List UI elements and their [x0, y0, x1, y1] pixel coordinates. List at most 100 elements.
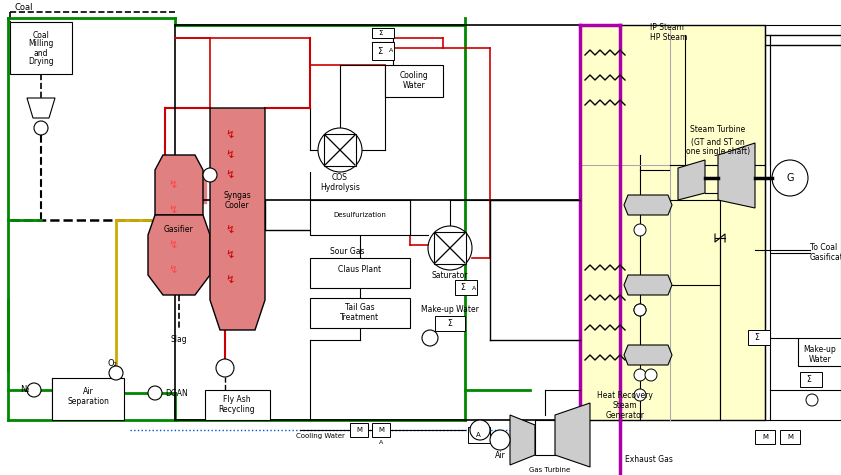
Bar: [372, 423, 390, 437]
Text: IP Steam: IP Steam: [650, 23, 684, 32]
Text: Gasification: Gasification: [810, 254, 841, 263]
Text: To Coal: To Coal: [810, 244, 838, 253]
Text: Σ: Σ: [378, 47, 383, 56]
Circle shape: [634, 224, 646, 236]
Text: A: A: [472, 285, 476, 291]
Bar: [755, 430, 775, 444]
Circle shape: [203, 168, 217, 182]
Bar: [324, 134, 356, 166]
Text: Cooler: Cooler: [225, 200, 249, 209]
Bar: [310, 298, 410, 328]
Text: Treatment: Treatment: [341, 314, 379, 323]
Text: Gas Turbine: Gas Turbine: [529, 467, 571, 473]
Text: Σ: Σ: [807, 376, 812, 384]
Bar: [780, 430, 800, 444]
Text: Fly Ash: Fly Ash: [223, 396, 251, 405]
Text: COS: COS: [332, 173, 348, 182]
Text: Water: Water: [809, 355, 832, 364]
Bar: [580, 25, 765, 420]
Text: M: M: [378, 427, 384, 433]
Text: Make-up: Make-up: [804, 345, 837, 354]
Text: ↯: ↯: [225, 130, 235, 140]
Text: Drying: Drying: [29, 57, 54, 67]
Bar: [10, 22, 72, 74]
Text: M: M: [762, 434, 768, 440]
Polygon shape: [155, 155, 203, 215]
Circle shape: [806, 394, 818, 406]
Text: Claus Plant: Claus Plant: [338, 266, 382, 275]
Bar: [435, 316, 465, 331]
Text: M: M: [356, 427, 362, 433]
Text: one single shaft): one single shaft): [686, 148, 750, 156]
Bar: [385, 65, 443, 97]
Text: Saturator: Saturator: [431, 272, 468, 281]
Text: Recycling: Recycling: [219, 406, 256, 415]
Circle shape: [27, 383, 41, 397]
Bar: [535, 420, 555, 455]
Text: Σ: Σ: [461, 284, 465, 293]
Polygon shape: [624, 345, 672, 365]
Text: Water: Water: [403, 82, 426, 91]
Text: Cooling Water: Cooling Water: [295, 433, 345, 439]
Circle shape: [34, 121, 48, 135]
Polygon shape: [210, 108, 265, 330]
Text: Sour Gas: Sour Gas: [330, 247, 364, 257]
Polygon shape: [27, 98, 55, 118]
Polygon shape: [510, 415, 535, 465]
Bar: [468, 427, 490, 443]
Text: Milling: Milling: [29, 39, 54, 48]
Bar: [798, 338, 841, 366]
Bar: [350, 423, 368, 437]
Text: A: A: [476, 432, 480, 438]
Bar: [434, 232, 466, 264]
Circle shape: [772, 160, 808, 196]
Text: Cooling: Cooling: [399, 72, 428, 80]
Circle shape: [318, 128, 362, 172]
Text: Air: Air: [495, 450, 505, 459]
Bar: [455, 280, 477, 295]
Text: Gasifier: Gasifier: [164, 226, 194, 235]
Text: DGAN: DGAN: [165, 389, 188, 398]
Text: (GT and ST on: (GT and ST on: [691, 137, 745, 146]
Text: A: A: [379, 440, 383, 446]
Text: Hydrolysis: Hydrolysis: [320, 183, 360, 192]
Text: ↯: ↯: [225, 275, 235, 285]
Bar: [310, 258, 410, 288]
Text: Slag: Slag: [171, 335, 188, 344]
Circle shape: [428, 226, 472, 270]
Bar: [372, 28, 394, 38]
Polygon shape: [624, 195, 672, 215]
Circle shape: [634, 369, 646, 381]
Text: ↯: ↯: [168, 265, 177, 275]
Text: ↯: ↯: [225, 170, 235, 180]
Text: HP Steam: HP Steam: [650, 34, 687, 42]
Bar: [800, 372, 822, 387]
Bar: [310, 200, 410, 235]
Text: Σ: Σ: [447, 320, 452, 329]
Text: M: M: [787, 434, 793, 440]
Polygon shape: [624, 275, 672, 295]
Text: Syngas: Syngas: [223, 190, 251, 200]
Text: Separation: Separation: [67, 398, 109, 407]
Bar: [748, 330, 770, 345]
Circle shape: [634, 304, 646, 316]
Text: Exhaust Gas: Exhaust Gas: [625, 456, 673, 465]
Text: Tail Gas: Tail Gas: [345, 304, 375, 313]
Circle shape: [490, 430, 510, 450]
Text: Coal: Coal: [33, 30, 50, 39]
Text: N₂: N₂: [20, 386, 29, 395]
Text: ↯: ↯: [225, 225, 235, 235]
Circle shape: [470, 420, 490, 440]
Circle shape: [422, 330, 438, 346]
Text: ↯: ↯: [168, 205, 177, 215]
Text: Desulfurization: Desulfurization: [334, 212, 386, 218]
Circle shape: [634, 304, 646, 316]
Circle shape: [148, 386, 162, 400]
Text: Coal: Coal: [15, 3, 34, 12]
Circle shape: [634, 389, 646, 401]
Text: O₂: O₂: [108, 359, 118, 368]
Polygon shape: [678, 160, 705, 200]
Text: and: and: [34, 48, 48, 57]
Polygon shape: [718, 143, 755, 208]
Bar: [52, 378, 124, 420]
